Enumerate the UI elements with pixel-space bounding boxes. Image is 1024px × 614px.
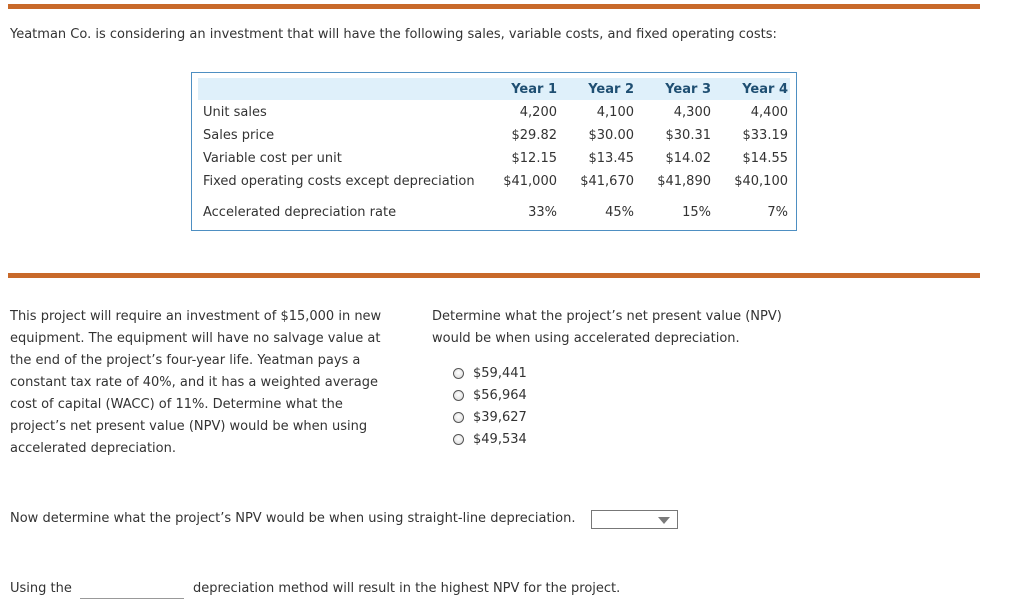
answer-options: $59,441 $56,964 $39,627 $49,534	[453, 362, 527, 450]
straight-line-prompt: Now determine what the project’s NPV wou…	[10, 511, 576, 526]
table-cell: 33%	[528, 205, 557, 220]
option-2[interactable]: $56,964	[453, 384, 527, 406]
row-label-variable-cost: Variable cost per unit	[203, 151, 342, 166]
table-header-row	[198, 78, 790, 100]
option-4[interactable]: $49,534	[453, 428, 527, 450]
table-cell: $12.15	[511, 151, 558, 166]
radio-button[interactable]	[453, 433, 464, 445]
table-cell: $30.31	[665, 128, 712, 143]
section-divider	[8, 273, 980, 278]
chevron-down-icon	[658, 517, 670, 524]
top-divider	[8, 4, 980, 9]
table-cell: $13.45	[588, 151, 635, 166]
table-cell: 45%	[605, 205, 634, 220]
row-label-fixed-costs: Fixed operating costs except depreciatio…	[203, 174, 475, 189]
table-cell: $41,890	[657, 174, 711, 189]
header-year-1: Year 1	[511, 82, 557, 97]
table-cell: 4,200	[519, 105, 557, 120]
option-label: $59,441	[473, 365, 527, 381]
table-cell: 4,300	[673, 105, 711, 120]
radio-button[interactable]	[453, 367, 464, 379]
table-cell: $14.55	[742, 151, 789, 166]
using-suffix: depreciation method will result in the h…	[193, 581, 621, 596]
question-prompt: Determine what the project’s net present…	[432, 309, 782, 346]
intro-text: Yeatman Co. is considering an investment…	[10, 27, 777, 42]
header-year-3: Year 3	[665, 82, 711, 97]
table-cell: 7%	[767, 205, 788, 220]
option-label: $39,627	[473, 409, 527, 425]
table-cell: 4,400	[750, 105, 788, 120]
npv-dropdown[interactable]	[591, 510, 678, 529]
table-cell: $40,100	[734, 174, 788, 189]
row-label-unit-sales: Unit sales	[203, 105, 267, 120]
using-prefix: Using the	[10, 581, 72, 596]
method-blank-input[interactable]	[80, 598, 184, 599]
table-cell: $30.00	[588, 128, 635, 143]
option-3[interactable]: $39,627	[453, 406, 527, 428]
header-year-4: Year 4	[742, 82, 788, 97]
radio-button[interactable]	[453, 411, 464, 423]
option-1[interactable]: $59,441	[453, 362, 527, 384]
table-cell: $33.19	[742, 128, 789, 143]
option-label: $49,534	[473, 431, 527, 447]
table-cell: $14.02	[665, 151, 712, 166]
table-cell: $41,670	[580, 174, 634, 189]
data-table: Year 1 Year 2 Year 3 Year 4 Unit sales 4…	[191, 72, 797, 231]
table-cell: $41,000	[503, 174, 557, 189]
row-label-depreciation-rate: Accelerated depreciation rate	[203, 205, 397, 220]
option-label: $56,964	[473, 387, 527, 403]
problem-paragraph: This project will require an investment …	[10, 309, 382, 456]
table-cell: $29.82	[511, 128, 558, 143]
row-label-sales-price: Sales price	[203, 128, 275, 143]
table-cell: 15%	[682, 205, 711, 220]
header-year-2: Year 2	[588, 82, 634, 97]
radio-button[interactable]	[453, 389, 464, 401]
table-cell: 4,100	[596, 105, 634, 120]
